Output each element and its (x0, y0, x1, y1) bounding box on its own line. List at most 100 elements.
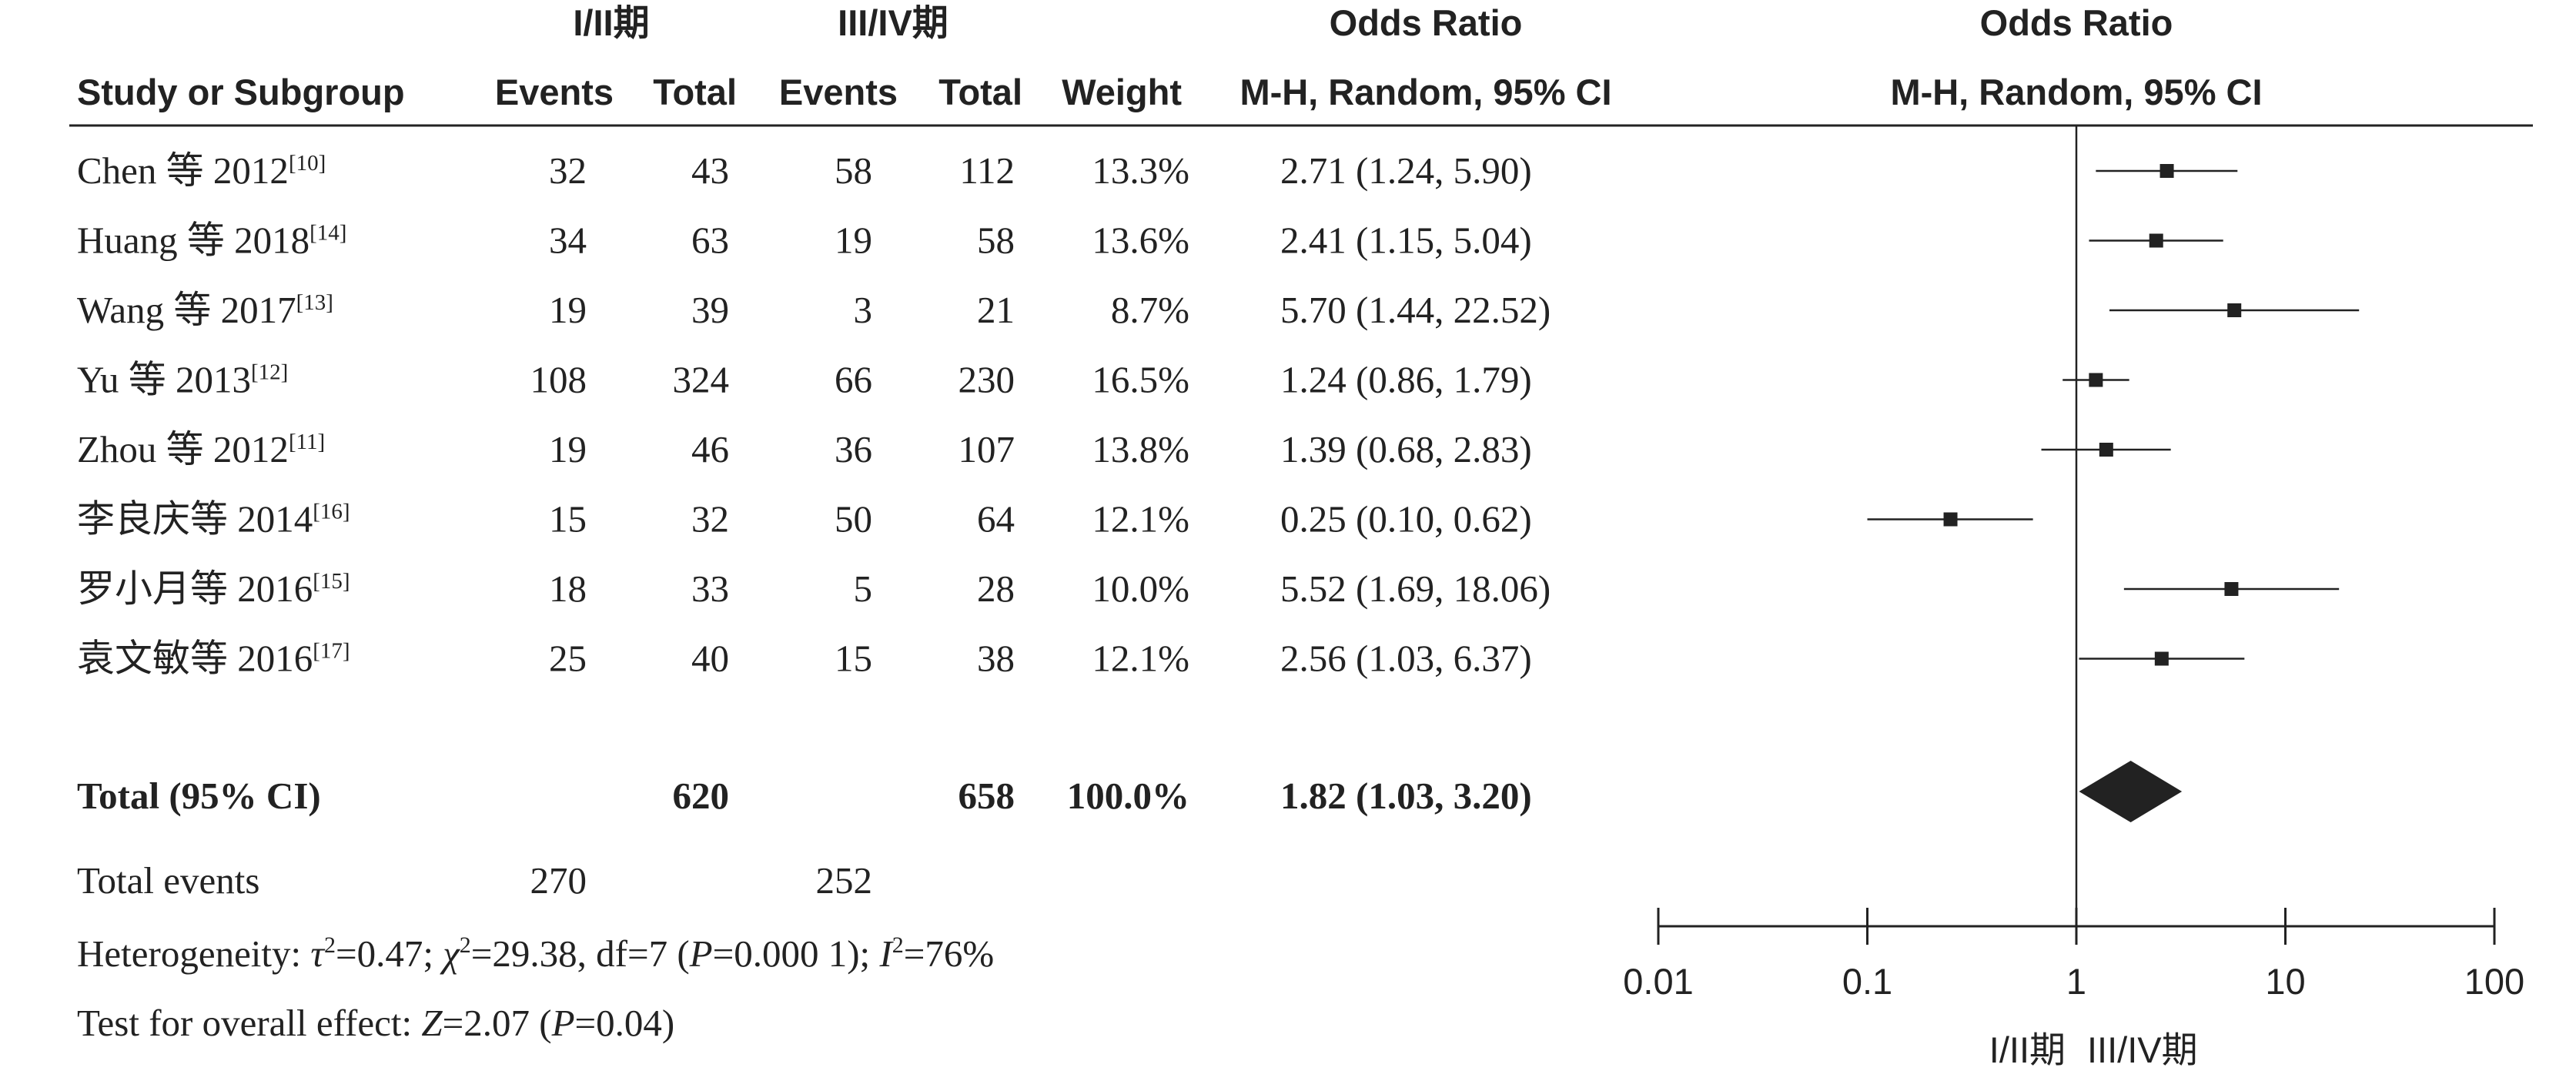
point-estimate (2149, 233, 2163, 248)
total-odds-ratio-ci: 1.82 (1.03, 3.20) (1280, 775, 1532, 817)
total1-column-header: Total (653, 72, 737, 112)
i-value: =76% (904, 932, 994, 975)
overall-p-value: =0.04) (575, 1002, 675, 1044)
events-group2: 15 (835, 638, 872, 680)
study-reference: [14] (309, 221, 346, 246)
overall-p-symbol: P (551, 1002, 575, 1044)
i-symbol: I (878, 932, 894, 975)
chi-value: =29.38, df=7 ( (471, 932, 690, 975)
events-group1: 18 (549, 567, 587, 610)
chi-superscript: 2 (460, 932, 471, 958)
study-row: Wang 等 2017[13] 19 39 3 21 8.7% 5.70 (1.44, 22… (77, 289, 1551, 331)
weight-value: 16.5% (1092, 359, 1189, 401)
point-estimate (2154, 651, 2169, 666)
study-name: Chen 等 2012[10] (77, 149, 326, 192)
events-group2: 5 (854, 567, 873, 610)
total-group1: 40 (691, 638, 729, 680)
events-group2: 50 (835, 498, 872, 541)
odds-ratio-ci: 5.52 (1.69, 18.06) (1280, 567, 1551, 610)
total-group1: 63 (691, 219, 729, 262)
weight-value: 12.1% (1092, 638, 1189, 680)
events-group1: 34 (549, 219, 587, 262)
plot-title: Odds Ratio (1980, 2, 2173, 43)
p-value: =0.000 1); (713, 932, 880, 975)
study-reference: [16] (313, 500, 350, 524)
study-name-text: Wang 等 2017 (77, 289, 296, 331)
axis-label-right: III/IV期 (2087, 1029, 2198, 1070)
total-weight: 100.0% (1067, 775, 1189, 817)
overall-effect-text: Test for overall effect: Z=2.07 (P=0.04) (77, 1002, 674, 1044)
odds-ratio-ci: 0.25 (0.10, 0.62) (1280, 498, 1532, 541)
odds-ratio-ci: 2.56 (1.03, 6.37) (1280, 638, 1532, 680)
odds-ratio-ci: 2.71 (1.24, 5.90) (1280, 149, 1532, 192)
study-row: Chen 等 2012[10] 32 43 58 112 13.3% 2.71 (1.24,… (77, 149, 1532, 192)
total-group2: 107 (958, 428, 1015, 470)
events-group2: 36 (835, 428, 872, 470)
events-group2: 19 (835, 219, 872, 262)
weight-value: 10.0% (1092, 567, 1189, 610)
total-row: Total (95% CI) 620 658 100.0% 1.82 (1.03, 3.… (77, 775, 1532, 817)
total-group2: 21 (977, 289, 1015, 331)
or-method-header: M-H, Random, 95% CI (1239, 72, 1611, 112)
study-column-header: Study or Subgroup (77, 72, 405, 112)
group1-header: I/II期 (573, 2, 649, 43)
total-events-label: Total events (77, 859, 259, 902)
point-estimate (2224, 582, 2239, 596)
study-row: Huang 等 2018[14] 34 63 19 58 13.6% 2.41 (1.15,… (77, 219, 1532, 262)
total-group1: 33 (691, 567, 729, 610)
total-group1: 39 (691, 289, 729, 331)
pooled-estimate-diamond (2079, 761, 2183, 822)
total-group1: 46 (691, 428, 729, 470)
axis-label-left: I/II期 (1989, 1029, 2066, 1070)
events-group1: 32 (549, 149, 587, 192)
odds-ratio-ci: 2.41 (1.15, 5.04) (1280, 219, 1532, 262)
i-superscript: 2 (892, 932, 904, 958)
study-row: 罗小月等 2016[15] 18 33 5 28 10.0% 5.52 (1.69, 18.… (77, 567, 1551, 610)
tau-value: =0.47; (336, 932, 443, 975)
weight-value: 8.7% (1111, 289, 1189, 331)
study-name: Zhou 等 2012[11] (77, 428, 325, 470)
study-name-text: 李良庆等 2014 (77, 498, 313, 541)
total-sum-group2: 658 (958, 775, 1015, 817)
weight-value: 13.6% (1092, 219, 1189, 262)
point-estimate (2089, 373, 2103, 387)
group2-header: III/IV期 (838, 2, 948, 43)
point-estimate (2227, 303, 2242, 317)
point-estimate (1943, 512, 1958, 527)
total-group1: 32 (691, 498, 729, 541)
overall-prefix: Test for overall effect: (77, 1002, 421, 1044)
study-reference: [17] (313, 639, 350, 664)
total2-column-header: Total (938, 72, 1022, 112)
z-symbol: Z (421, 1002, 443, 1044)
point-estimate (2159, 164, 2174, 178)
total-group2: 38 (977, 638, 1015, 680)
total-group2: 28 (977, 567, 1015, 610)
z-value: =2.07 ( (443, 1002, 552, 1044)
weight-value: 13.8% (1092, 428, 1189, 470)
study-rows: Chen 等 2012[10] 32 43 58 112 13.3% 2.71 (1.24,… (77, 149, 1551, 817)
study-name: Yu 等 2013[12] (77, 359, 288, 401)
total-group2: 64 (977, 498, 1015, 541)
or-column-title: Odds Ratio (1330, 2, 1523, 43)
events-group1: 108 (530, 359, 587, 401)
study-name: Wang 等 2017[13] (77, 289, 333, 331)
total-events-group2: 252 (816, 859, 873, 902)
forest-plot-area: 0.01 0.1 1 10 100 (1623, 126, 2524, 1002)
study-name-text: Chen 等 2012 (77, 149, 289, 192)
study-reference: [11] (289, 430, 325, 454)
study-reference: [10] (289, 151, 326, 176)
tau-superscript: 2 (324, 932, 336, 958)
events1-column-header: Events (495, 72, 614, 112)
x-axis-tick-label: 1 (2066, 961, 2086, 1002)
x-axis-tick-label: 0.01 (1623, 961, 1693, 1002)
plot-method-header: M-H, Random, 95% CI (1890, 72, 2262, 112)
events-group1: 15 (549, 498, 587, 541)
x-axis-tick-label: 0.1 (1842, 961, 1892, 1002)
study-name-text: Huang 等 2018 (77, 219, 309, 262)
weight-column-header: Weight (1062, 72, 1182, 112)
tau-symbol: τ (310, 932, 326, 975)
total-group1: 43 (691, 149, 729, 192)
weight-value: 12.1% (1092, 498, 1189, 541)
heterogeneity-text: Heterogeneity: τ2=0.47; χ2=29.38, df=7 (… (77, 932, 994, 975)
